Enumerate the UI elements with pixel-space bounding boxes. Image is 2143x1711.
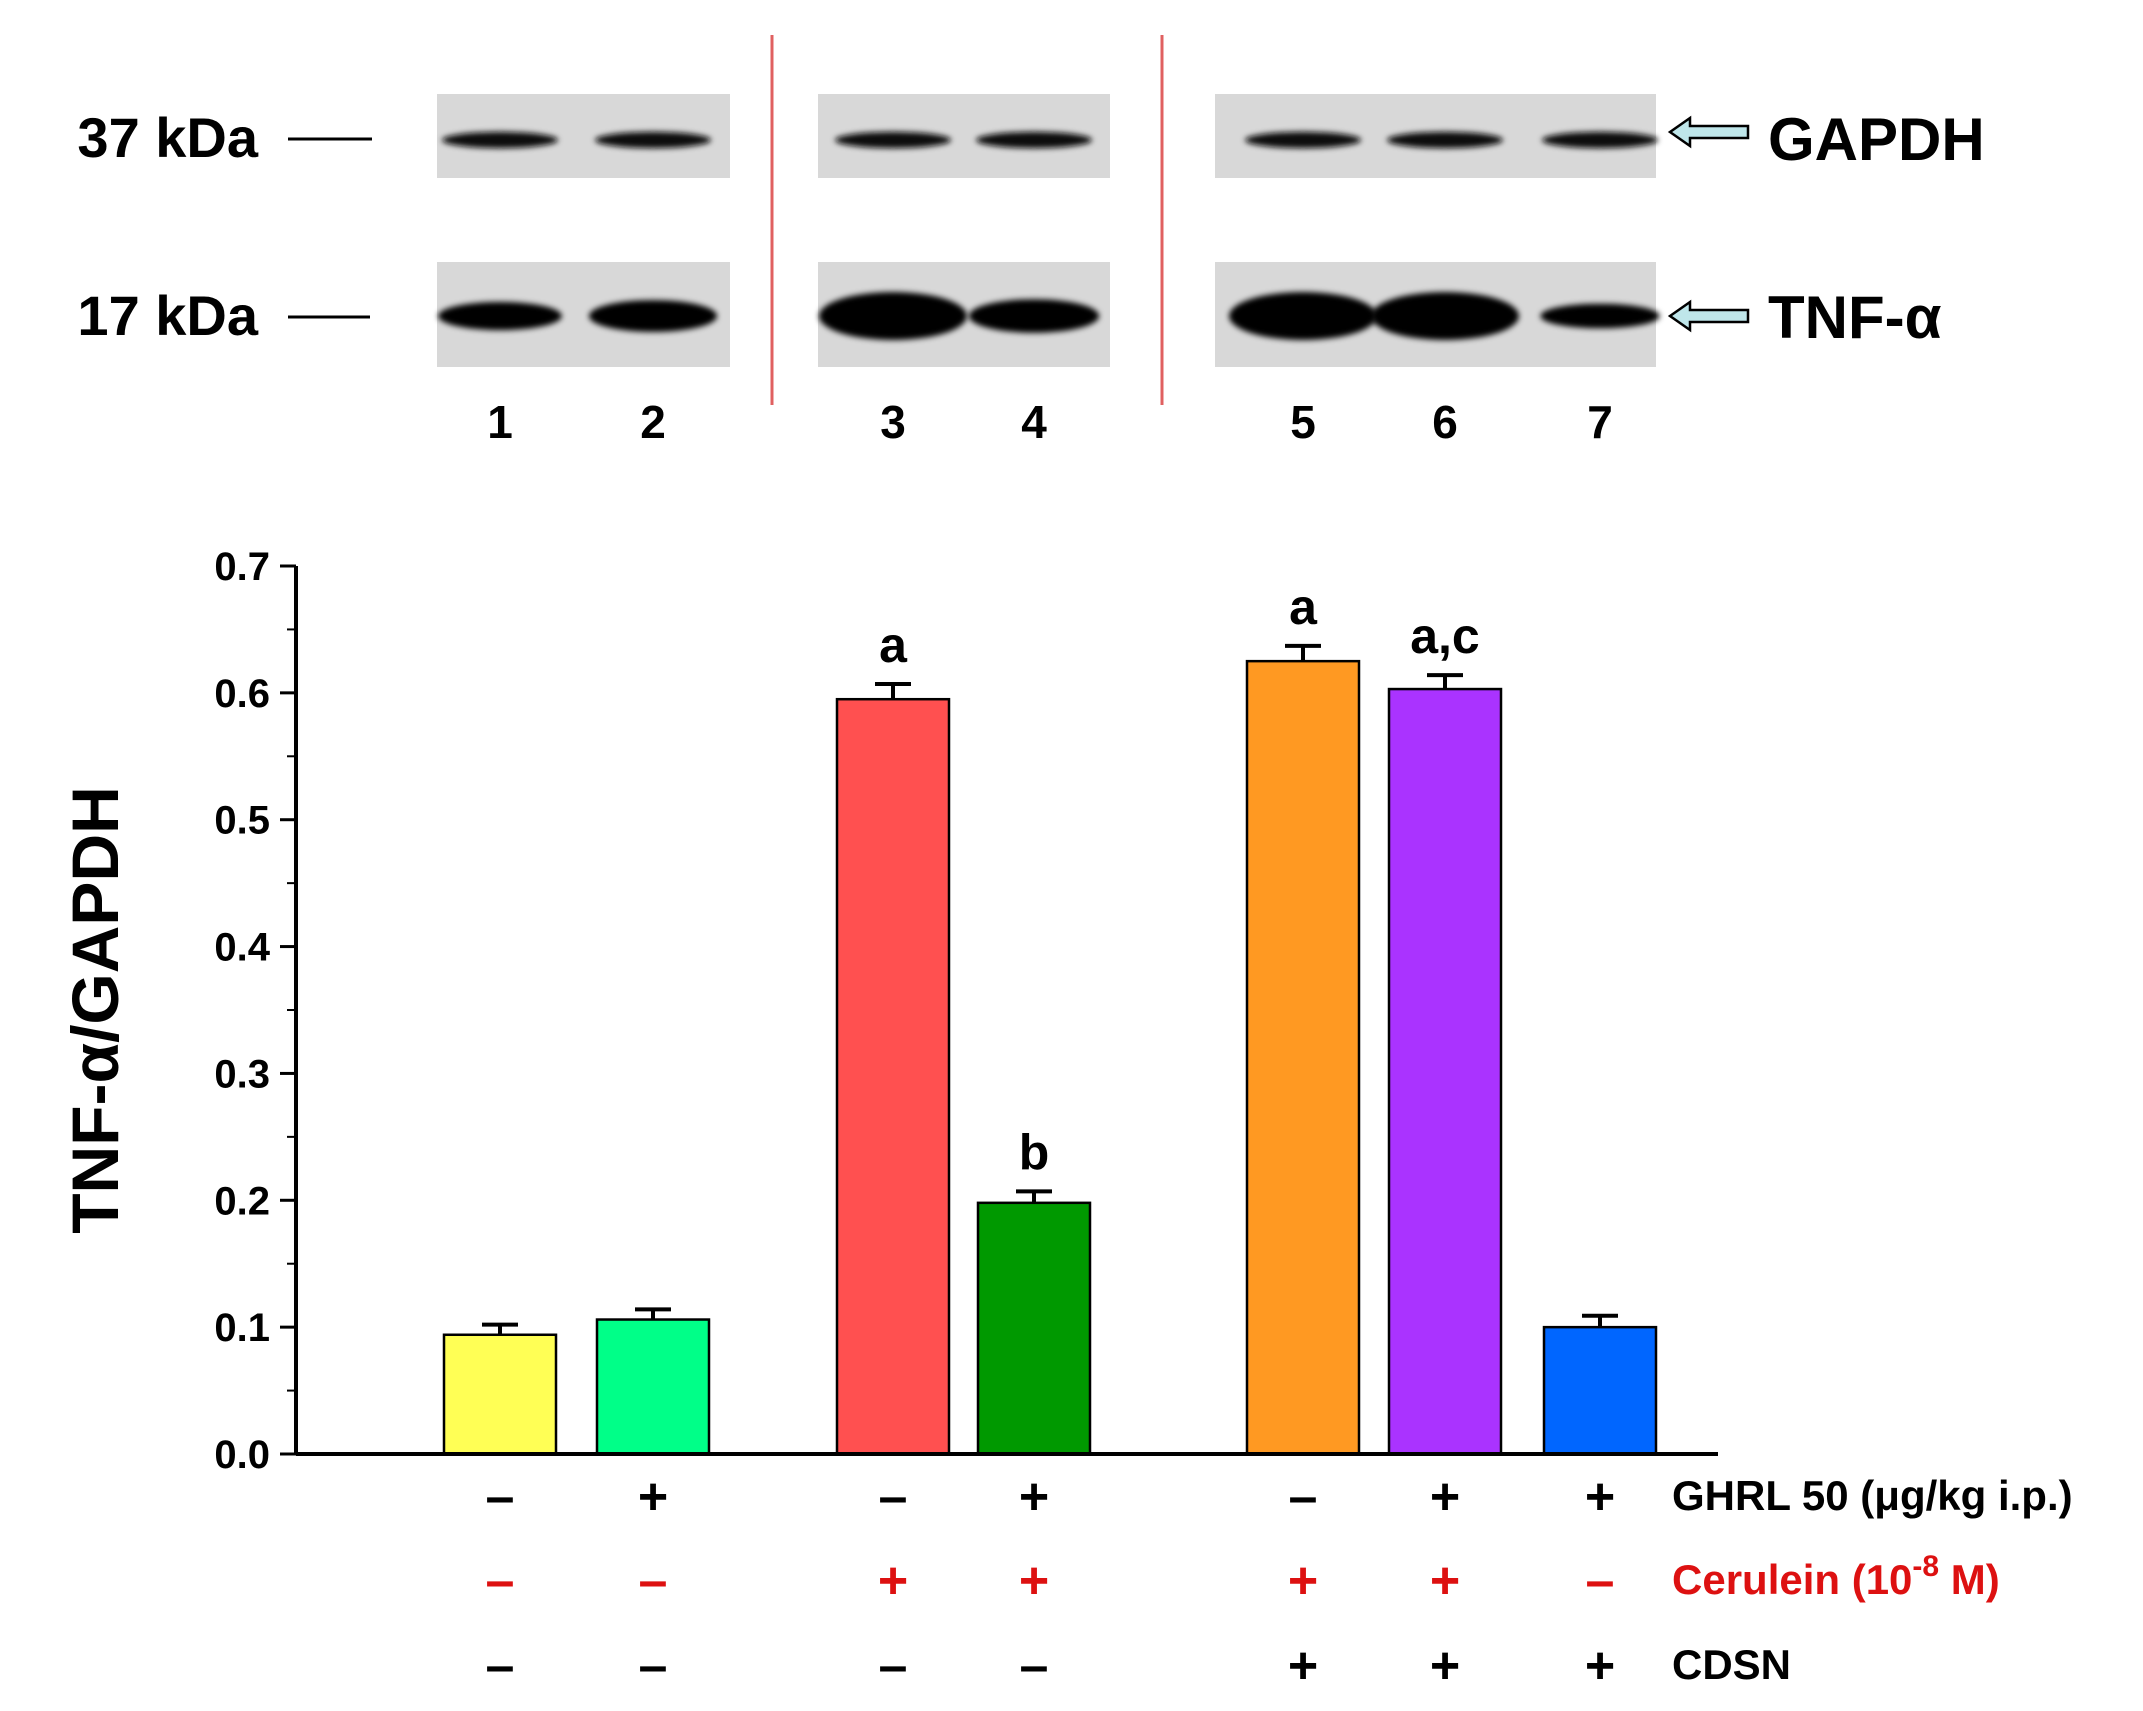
significance-label: a [879, 617, 908, 673]
lane-number: 4 [1021, 396, 1047, 448]
gapdh-arrow-icon [1667, 115, 1750, 149]
tnf-band [1371, 292, 1519, 340]
tnf-band [1540, 303, 1660, 329]
condition-sign: – [879, 1637, 908, 1695]
tnf-band [1229, 292, 1377, 340]
bar-chart: TNF-α/GAPDH 0.0 0.1 0.2 0.3 0.4 0.5 0.6 0.7 a b a… [58, 545, 2073, 1695]
condition-label: Cerulein (10-8 M) [1672, 1550, 2000, 1603]
condition-sign: – [486, 1552, 515, 1610]
y-tick-label: 0.1 [214, 1306, 270, 1350]
condition-sign: + [878, 1552, 908, 1610]
condition-sign: – [486, 1468, 515, 1526]
condition-sign: – [1020, 1637, 1049, 1695]
significance-label: a [1289, 579, 1318, 635]
gapdh-protein-label: GAPDH [1768, 106, 1985, 173]
condition-sign: – [639, 1637, 668, 1695]
western-blot-panel: 37 kDa 17 kDa GAPDH TNF-α 1 2 3 4 5 6 7 [77, 35, 1985, 448]
lane-number: 5 [1290, 396, 1316, 448]
gapdh-band [976, 131, 1092, 149]
condition-sign: – [486, 1637, 515, 1695]
condition-sign: + [638, 1468, 668, 1526]
tnf-band [438, 301, 562, 331]
y-tick-label: 0.4 [214, 926, 270, 970]
condition-sign: + [1430, 1552, 1460, 1610]
condition-sign: – [1289, 1468, 1318, 1526]
y-tick-label: 0.3 [214, 1052, 270, 1096]
condition-sign: + [1288, 1637, 1318, 1695]
y-tick-label: 0.5 [214, 799, 270, 843]
y-axis-label: TNF-α/GAPDH [58, 786, 132, 1234]
condition-sign: + [1585, 1468, 1615, 1526]
tnf-band [968, 299, 1100, 333]
lane-number: 3 [880, 396, 906, 448]
gapdh-band [1387, 131, 1503, 149]
significance-label: a,c [1410, 608, 1480, 664]
lane-number: 2 [640, 396, 666, 448]
condition-sign: – [639, 1552, 668, 1610]
bar-lane-4 [976, 1201, 1092, 1456]
tnf-band [819, 292, 967, 340]
condition-sign: – [1586, 1552, 1615, 1610]
condition-sign: + [1019, 1468, 1049, 1526]
condition-label: GHRL 50 (μg/kg i.p.) [1672, 1472, 2073, 1519]
condition-sign: + [1019, 1552, 1049, 1610]
condition-sign: + [1288, 1552, 1318, 1610]
condition-sign: + [1585, 1637, 1615, 1695]
condition-sign: + [1430, 1637, 1460, 1695]
bar-lane-2 [595, 1318, 711, 1456]
tnf-band [588, 300, 718, 332]
y-tick-label: 0.0 [214, 1433, 270, 1477]
bar-lane-3 [835, 697, 951, 1456]
tnf-protein-label: TNF-α [1768, 284, 1942, 351]
y-tick-label: 0.6 [214, 672, 270, 716]
condition-sign: + [1430, 1468, 1460, 1526]
lane-number: 1 [487, 396, 513, 448]
lane-number: 6 [1432, 396, 1458, 448]
marker-37kda-label: 37 kDa [77, 106, 258, 169]
bar-lane-6 [1387, 687, 1503, 1456]
y-tick-label: 0.7 [214, 545, 270, 589]
gapdh-band [835, 131, 951, 149]
tnf-arrow-icon [1667, 299, 1750, 333]
lane-number: 7 [1587, 396, 1613, 448]
marker-17kda-label: 17 kDa [77, 284, 258, 347]
bar-lane-7 [1542, 1325, 1658, 1456]
gapdh-band [1245, 131, 1361, 149]
gapdh-band [1542, 131, 1658, 149]
condition-sign: – [879, 1468, 908, 1526]
gapdh-band [595, 131, 711, 149]
bar-lane-5 [1245, 659, 1361, 1456]
significance-label: b [1019, 1124, 1050, 1180]
bar-lane-1 [442, 1333, 558, 1456]
y-tick-label: 0.2 [214, 1179, 270, 1223]
condition-label: CDSN [1672, 1641, 1791, 1688]
gapdh-band [442, 131, 558, 149]
